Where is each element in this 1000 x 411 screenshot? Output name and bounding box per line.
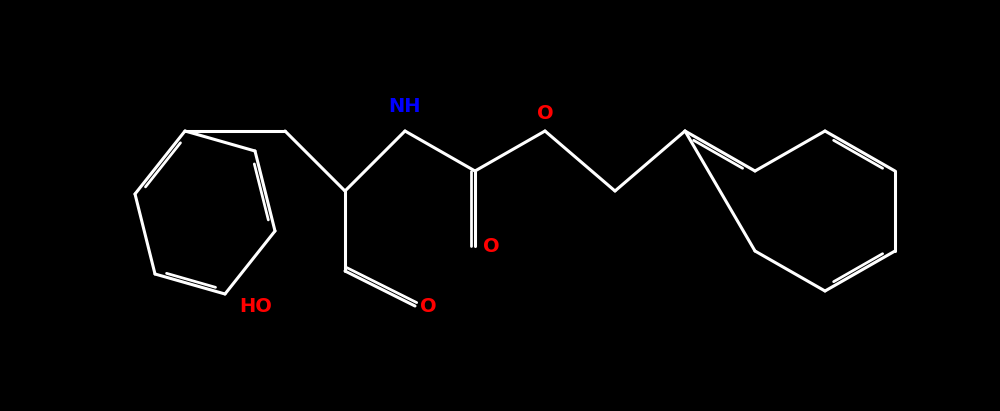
Text: O: O [483,236,500,256]
Text: O: O [537,104,553,123]
Text: NH: NH [389,97,421,116]
Text: HO: HO [239,296,272,316]
Text: O: O [420,296,437,316]
